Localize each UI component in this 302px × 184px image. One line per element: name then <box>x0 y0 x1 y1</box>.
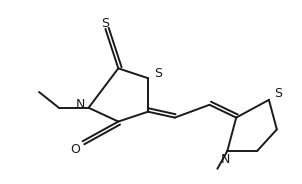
Text: S: S <box>101 17 109 30</box>
Text: O: O <box>70 143 80 156</box>
Text: N: N <box>76 98 85 111</box>
Text: N: N <box>221 153 230 167</box>
Text: S: S <box>274 87 282 100</box>
Text: S: S <box>154 67 162 80</box>
